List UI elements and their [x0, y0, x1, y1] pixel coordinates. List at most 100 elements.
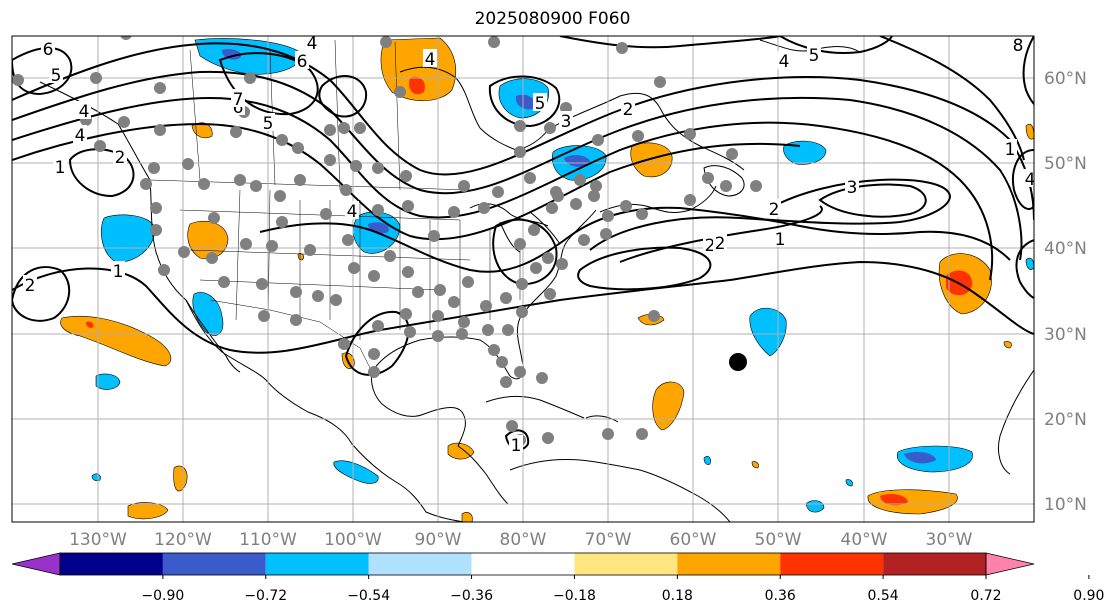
contour-label-bg — [305, 36, 319, 51]
station-dot — [372, 320, 384, 332]
station-dot — [448, 296, 460, 308]
station-dot — [290, 314, 302, 326]
shading-blob — [447, 442, 475, 460]
us-mexico-border — [209, 299, 373, 373]
shading-blob — [461, 512, 473, 522]
shading-blob — [904, 452, 936, 464]
shading-blob — [173, 465, 188, 492]
station-dot — [12, 74, 24, 86]
station-dot — [448, 206, 460, 218]
contour-label-bg — [1003, 139, 1017, 157]
coastline-yucatan — [371, 371, 466, 447]
station-dot — [400, 308, 412, 320]
station-dot — [402, 200, 414, 212]
contour-label: 3 — [847, 178, 858, 198]
contour-line — [12, 42, 1034, 221]
station-dot — [616, 42, 628, 54]
station-dot — [514, 120, 526, 132]
colorbar-segment — [574, 553, 678, 575]
station-dot — [208, 212, 220, 224]
lon-label: 70°W — [585, 530, 632, 550]
lat-label: 50°N — [1044, 154, 1087, 174]
station-dot — [480, 300, 492, 312]
shading-blob — [91, 473, 101, 482]
station-dot — [404, 326, 416, 338]
contour-line — [12, 96, 994, 281]
station-dot — [636, 208, 648, 220]
contour-label-bg — [261, 113, 275, 131]
contour-lines — [12, 36, 1034, 451]
shading-blob — [86, 321, 94, 328]
contour-label: 5 — [263, 114, 274, 134]
station-dot — [516, 278, 528, 290]
coastline-cuba — [485, 395, 585, 419]
station-dot — [384, 250, 396, 262]
contour-label: 1 — [511, 436, 522, 456]
station-dot — [544, 122, 556, 134]
station-dot — [198, 178, 210, 190]
contour-line — [577, 246, 712, 291]
contour-label: 5 — [809, 46, 820, 66]
colorbar-outline — [59, 552, 987, 576]
lon-label: 50°W — [755, 530, 802, 550]
lon-label: 60°W — [670, 530, 717, 550]
station-dot — [684, 128, 696, 140]
contour-label-bg — [533, 93, 547, 111]
station-dot — [250, 180, 262, 192]
anomaly-shading — [60, 37, 1034, 522]
coastline-central-america — [457, 445, 509, 505]
station-dot — [632, 130, 644, 142]
coastline-south-america — [509, 459, 731, 522]
station-dot — [546, 202, 558, 214]
contour-line — [779, 36, 893, 55]
coastline-newfoundland — [703, 165, 745, 197]
colorbar-tick-labels: −0.90 −0.72 −0.54 −0.36 −0.18 0.18 0.36 0.54 0.7… — [141, 575, 1104, 604]
contour-line — [559, 36, 781, 49]
lon-label: 110°W — [239, 530, 297, 550]
contour-label: 4 — [307, 34, 318, 54]
contour-label-bg — [113, 147, 127, 165]
contour-label-bg — [41, 39, 55, 57]
station-dot — [488, 36, 500, 48]
contour-label: 2 — [705, 236, 716, 256]
shading-blob — [191, 122, 213, 139]
station-dot — [148, 162, 160, 174]
colorbar-tick-label: −0.90 — [141, 588, 184, 604]
station-dot — [182, 158, 194, 170]
station-dot — [544, 288, 556, 300]
station-dot — [218, 276, 230, 288]
shading-blob — [60, 315, 172, 367]
station-dots — [12, 36, 762, 446]
station-dot — [556, 258, 568, 270]
colorbar-tick-label: 0.54 — [868, 588, 899, 604]
station-dot — [458, 180, 470, 192]
station-dot — [400, 170, 412, 182]
station-dot — [570, 198, 582, 210]
station-dot — [402, 266, 414, 278]
shading-blob — [652, 381, 685, 431]
station-dot — [458, 316, 470, 328]
station-dot — [150, 224, 162, 236]
contour-label: 2 — [715, 234, 726, 254]
station-dot — [432, 310, 444, 322]
station-dot — [502, 324, 514, 336]
contour-label: 2 — [769, 200, 780, 220]
station-dot — [256, 278, 268, 290]
contour-label-bg — [345, 201, 359, 219]
colorbar-tick-label: 0.90 — [1073, 588, 1104, 604]
coastline-hudson — [399, 66, 549, 151]
contour-label: 8 — [1013, 36, 1024, 56]
contour-label: 3 — [561, 112, 572, 132]
station-dot — [500, 376, 512, 388]
contour-label: 5 — [535, 94, 546, 114]
shading-blob — [749, 307, 787, 357]
station-dot — [304, 244, 316, 256]
contour-line — [318, 74, 368, 118]
station-dot — [320, 208, 332, 220]
station-dot — [368, 366, 380, 378]
contour-label: 2 — [25, 276, 36, 296]
station-dot — [592, 134, 604, 146]
station-dot — [514, 366, 526, 378]
colorbar-tick-label: −0.18 — [553, 588, 596, 604]
